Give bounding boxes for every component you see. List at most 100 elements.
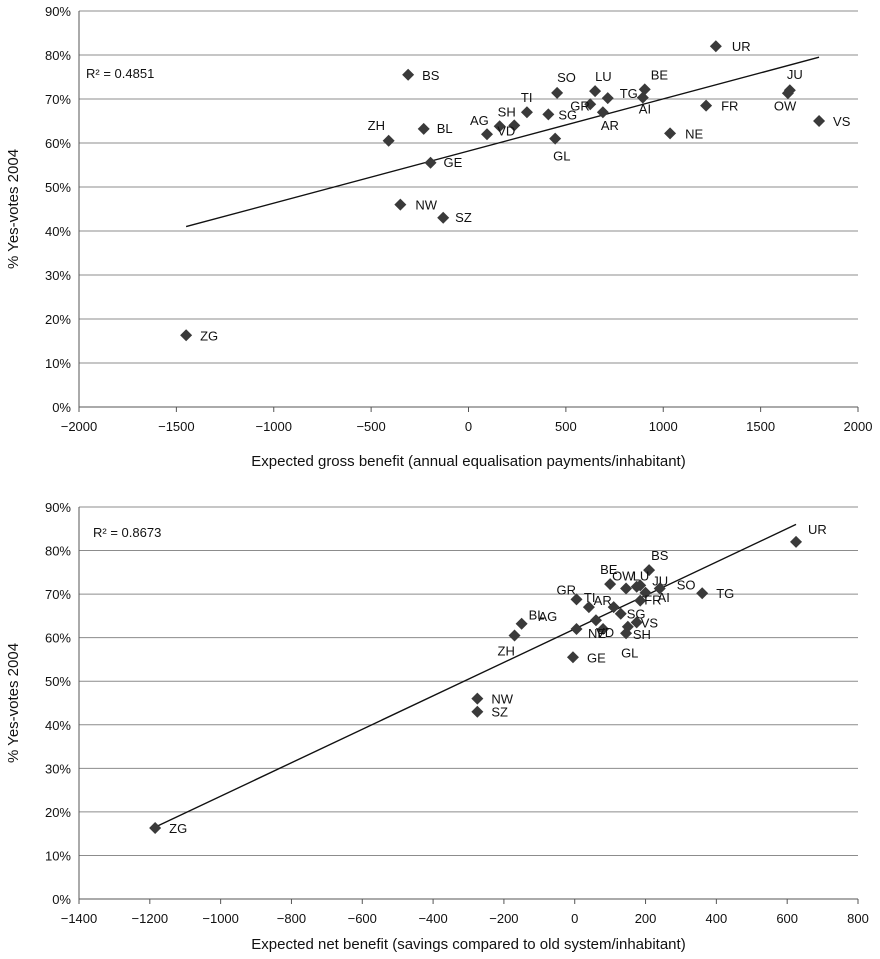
- y-tick-label: 0%: [52, 892, 71, 907]
- point-label-tg: TG: [716, 586, 734, 601]
- point-label-sz: SZ: [491, 705, 508, 720]
- y-tick-label: 40%: [45, 718, 71, 733]
- x-tick-label: −1500: [158, 419, 195, 434]
- y-tick-label: 30%: [45, 268, 71, 283]
- point-label-gr: GR: [556, 582, 576, 597]
- data-point-vs: [630, 616, 643, 629]
- x-tick-label: −400: [418, 911, 447, 926]
- x-tick-label: −1400: [61, 911, 98, 926]
- y-tick-label: 60%: [45, 136, 71, 151]
- data-point-sg: [614, 607, 627, 620]
- y-axis-title: % Yes-votes 2004: [5, 643, 22, 763]
- point-label-gr: GR: [570, 98, 590, 113]
- point-label-ai: AI: [658, 590, 670, 605]
- data-point-ne: [589, 614, 602, 627]
- point-label-sh: SH: [633, 627, 651, 642]
- x-tick-label: −600: [348, 911, 377, 926]
- point-label-bl: BL: [437, 121, 453, 136]
- r-squared-label: R² = 0.8673: [93, 525, 161, 540]
- point-label-lu: LU: [633, 569, 650, 584]
- y-tick-label: 90%: [45, 500, 71, 515]
- data-point-ge: [424, 156, 437, 169]
- data-point-ag: [481, 128, 494, 141]
- y-tick-label: 0%: [52, 400, 71, 415]
- x-tick-label: −1000: [202, 911, 239, 926]
- point-label-vd: VD: [596, 625, 614, 640]
- point-label-bs: BS: [422, 68, 440, 83]
- data-point-gr: [584, 98, 597, 111]
- point-label-ne: NE: [685, 126, 703, 141]
- point-label-ar: AR: [601, 118, 619, 133]
- point-label-lu: LU: [595, 69, 612, 84]
- y-tick-label: 80%: [45, 544, 71, 559]
- x-tick-label: 500: [555, 419, 577, 434]
- r-squared-label: R² = 0.4851: [86, 66, 154, 81]
- data-point-bs: [643, 564, 656, 577]
- point-label-ai: AI: [639, 102, 651, 117]
- point-label-gl: GL: [621, 645, 638, 660]
- point-label-be: BE: [600, 562, 618, 577]
- point-label-sg: SG: [558, 107, 577, 122]
- data-point-ai: [639, 586, 652, 599]
- x-tick-label: 600: [776, 911, 798, 926]
- point-label-zh: ZH: [368, 118, 385, 133]
- x-tick-label: 1500: [746, 419, 775, 434]
- data-point-ne: [664, 127, 677, 140]
- data-point-fr: [700, 99, 713, 112]
- data-point-ar: [607, 601, 620, 614]
- y-tick-label: 70%: [45, 587, 71, 602]
- point-label-ge: GE: [444, 155, 463, 170]
- point-label-ju: JU: [787, 67, 803, 82]
- data-point-ur: [709, 40, 722, 53]
- point-label-sh: SH: [498, 104, 516, 119]
- y-tick-label: 50%: [45, 674, 71, 689]
- data-point-vs: [813, 115, 826, 127]
- point-label-fr: FR: [721, 99, 738, 114]
- data-point-be: [604, 578, 617, 591]
- point-label-so: SO: [557, 70, 576, 85]
- data-point-fr: [634, 594, 647, 607]
- point-label-ti: TI: [584, 590, 596, 605]
- point-label-ag: AG: [538, 609, 557, 624]
- point-label-ar: AR: [594, 593, 612, 608]
- y-tick-label: 20%: [45, 312, 71, 327]
- point-label-sg: SG: [627, 607, 646, 622]
- point-label-ti: TI: [521, 90, 533, 105]
- point-label-ow: OW: [612, 568, 635, 583]
- data-point-ag: [570, 622, 583, 635]
- y-tick-label: 10%: [45, 848, 71, 863]
- trendline: [185, 56, 820, 228]
- x-axis-title: Expected net benefit (savings compared t…: [251, 936, 685, 953]
- point-label-bl: BL: [529, 608, 545, 623]
- y-tick-label: 40%: [45, 224, 71, 239]
- data-point-gr: [570, 593, 583, 606]
- point-label-ne: NE: [588, 626, 606, 641]
- point-label-ur: UR: [732, 39, 751, 54]
- y-tick-label: 90%: [45, 4, 71, 19]
- point-label-bs: BS: [651, 548, 669, 563]
- x-axis-title: Expected gross benefit (annual equalisat…: [251, 453, 685, 470]
- point-label-be: BE: [651, 67, 669, 82]
- data-point-bl: [515, 617, 528, 630]
- x-tick-label: −800: [277, 911, 306, 926]
- data-point-zg: [149, 822, 162, 835]
- y-tick-label: 60%: [45, 631, 71, 646]
- point-label-nw: NW: [415, 198, 437, 213]
- x-tick-label: −1000: [255, 419, 292, 434]
- y-tick-label: 70%: [45, 92, 71, 107]
- point-label-vs: VS: [833, 114, 851, 129]
- data-point-vd: [597, 622, 610, 635]
- y-tick-label: 80%: [45, 48, 71, 63]
- point-label-vd: VD: [497, 123, 515, 138]
- data-point-zg: [180, 329, 193, 342]
- data-point-gl: [549, 132, 562, 145]
- data-point-bl: [417, 122, 430, 135]
- data-point-tg: [696, 587, 709, 600]
- x-tick-label: 0: [465, 419, 472, 434]
- point-label-sz: SZ: [455, 210, 472, 225]
- trendline: [154, 523, 797, 828]
- data-point-zh: [382, 134, 395, 147]
- data-point-ow: [781, 87, 794, 100]
- y-tick-label: 20%: [45, 805, 71, 820]
- data-point-so: [551, 86, 564, 99]
